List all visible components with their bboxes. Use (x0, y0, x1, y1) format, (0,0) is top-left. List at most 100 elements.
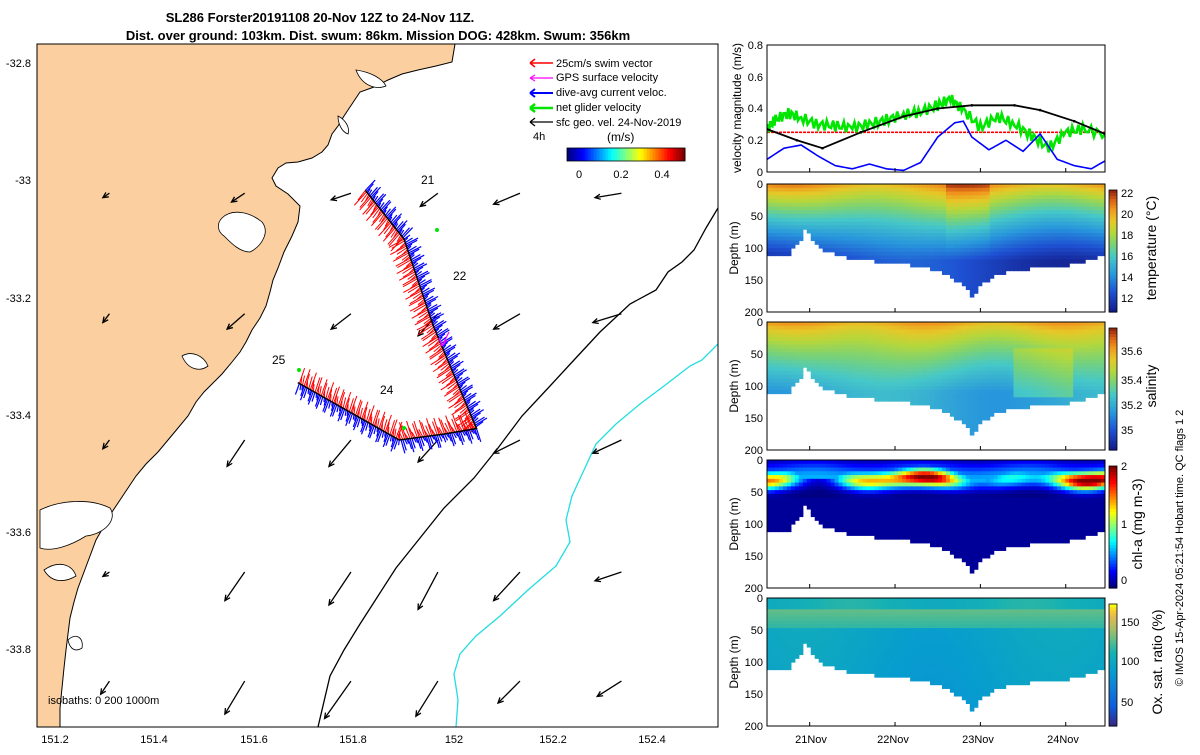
section-cell (1037, 225, 1042, 229)
section-cell (791, 337, 796, 341)
section-cell (1081, 218, 1086, 222)
section-cell (930, 252, 935, 256)
section-cell (1002, 333, 1007, 337)
section-cell (839, 460, 844, 464)
section-cell (1006, 330, 1011, 334)
section-cell (775, 326, 780, 330)
speed-colorbar-swatch (573, 148, 576, 161)
section-cell (775, 475, 780, 479)
section-cell (767, 214, 772, 218)
section-cell (1037, 199, 1042, 203)
section-cell (1033, 360, 1038, 364)
section-cell (946, 188, 951, 192)
section-cell (950, 409, 955, 413)
speed-colorbar-swatch (653, 148, 656, 161)
section-cell (1097, 218, 1102, 222)
section-cell (942, 248, 947, 252)
section-cell (835, 233, 840, 237)
section-cell (966, 210, 971, 214)
section-cell (791, 240, 796, 244)
section-cell (1077, 214, 1082, 218)
section-cell (950, 210, 955, 214)
section-cell (775, 360, 780, 364)
section-cell (795, 378, 800, 382)
section-cell (1006, 256, 1011, 260)
section-cell (918, 378, 923, 382)
section-cell (1081, 356, 1086, 360)
section-cell (982, 341, 987, 345)
section-cell (799, 330, 804, 334)
section-cell (1006, 326, 1011, 330)
section-cell (962, 199, 967, 203)
section-cell (819, 322, 824, 326)
section-cell (922, 371, 927, 375)
section-cell (906, 225, 911, 229)
section-cell (874, 240, 879, 244)
section-cell (922, 363, 927, 367)
section-cell (1065, 256, 1070, 260)
section-cell (1073, 233, 1078, 237)
section-cell (950, 184, 955, 188)
section-cell (870, 464, 875, 468)
section-cell (795, 207, 800, 211)
section-cell (854, 348, 859, 352)
section-cell (771, 471, 776, 475)
section-cell (831, 505, 836, 509)
section-cell (1053, 397, 1058, 401)
section-cell (874, 233, 879, 237)
section-cell (783, 341, 788, 345)
section-cell (962, 360, 967, 364)
section-cell (1089, 356, 1094, 360)
section-cell (1065, 195, 1070, 199)
section-cell (819, 371, 824, 375)
section-cell (1010, 326, 1015, 330)
section-cell (866, 516, 871, 520)
section-cell (998, 401, 1003, 405)
section-cell (783, 252, 788, 256)
section-cell (870, 501, 875, 505)
section-cell (1057, 356, 1062, 360)
section-cell (839, 356, 844, 360)
section-cell (894, 259, 899, 263)
section-cell (938, 345, 943, 349)
section-cell (990, 409, 995, 413)
section-cell (866, 192, 871, 196)
section-cell (978, 225, 983, 229)
section-cell (799, 207, 804, 211)
section-cell (982, 233, 987, 237)
section-cell (1061, 352, 1066, 356)
section-cell (851, 326, 856, 330)
section-cell (966, 390, 971, 394)
section-cell (950, 345, 955, 349)
section-cell (775, 195, 780, 199)
section-cell (970, 184, 975, 188)
section-cell (938, 360, 943, 364)
section-cell (831, 371, 836, 375)
section-cell (1049, 378, 1054, 382)
section-cell (827, 498, 832, 502)
section-cell (1041, 348, 1046, 352)
section-cell (966, 271, 971, 275)
section-cell (1093, 233, 1098, 237)
section-cell (918, 244, 923, 248)
section-cell (862, 222, 867, 226)
section-cell (854, 333, 859, 337)
section-cell (962, 271, 967, 275)
section-cell (779, 233, 784, 237)
section-cell (843, 252, 848, 256)
section-cell (958, 199, 963, 203)
section-cell (1006, 356, 1011, 360)
section-cell (878, 471, 883, 475)
section-cell (811, 333, 816, 337)
section-cell (930, 188, 935, 192)
section-cell (886, 322, 891, 326)
section-cell (906, 222, 911, 226)
section-cell (938, 203, 943, 207)
section-cell (906, 337, 911, 341)
section-cell (942, 188, 947, 192)
section-cell (994, 360, 999, 364)
section-cell (958, 274, 963, 278)
section-cell (1069, 330, 1074, 334)
section-cell (787, 375, 792, 379)
section-cell (1021, 259, 1026, 263)
